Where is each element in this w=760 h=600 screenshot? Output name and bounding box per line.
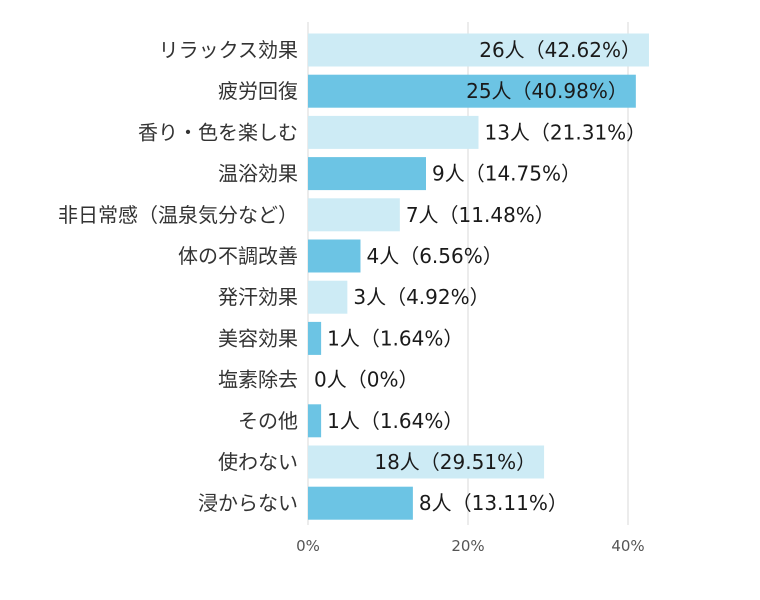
bar bbox=[308, 445, 545, 479]
category-label: 非日常感（温泉気分など） bbox=[58, 203, 298, 227]
category-label: 体の不調改善 bbox=[178, 244, 298, 268]
category-label: 発汗効果 bbox=[218, 285, 298, 309]
value-label: 18人（29.51%） bbox=[374, 450, 536, 474]
value-label: 4人（6.56%） bbox=[366, 244, 502, 268]
category-label: リラックス効果 bbox=[159, 38, 298, 62]
value-label: 0人（0%） bbox=[314, 368, 418, 392]
bar bbox=[308, 115, 479, 149]
category-label: 疲労回復 bbox=[218, 79, 298, 103]
x-tick-label: 0% bbox=[296, 537, 320, 555]
x-tick-label: 20% bbox=[451, 537, 484, 555]
category-label: 香り・色を楽しむ bbox=[138, 120, 298, 144]
value-label: 13人（21.31%） bbox=[484, 120, 646, 144]
bar bbox=[308, 280, 348, 314]
bar bbox=[308, 404, 322, 438]
value-label: 26人（42.62%） bbox=[479, 38, 641, 62]
category-label: 浸からない bbox=[198, 491, 298, 515]
value-label: 25人（40.98%） bbox=[466, 79, 628, 103]
value-label: 3人（4.92%） bbox=[353, 285, 489, 309]
value-label: 9人（14.75%） bbox=[432, 162, 581, 186]
category-label: その他 bbox=[238, 409, 298, 433]
bar bbox=[308, 198, 400, 232]
bar bbox=[308, 239, 361, 273]
category-label: 使わない bbox=[218, 450, 298, 474]
category-label: 塩素除去 bbox=[218, 368, 298, 392]
bar bbox=[308, 74, 636, 108]
value-label: 7人（11.48%） bbox=[406, 203, 555, 227]
value-label: 1人（1.64%） bbox=[327, 409, 463, 433]
x-axis-tick-labels: 0% 20% 40% bbox=[296, 537, 645, 555]
bar bbox=[308, 33, 649, 67]
value-labels: 26人（42.62%） 25人（40.98%） 13人（21.31%） 9人（14.7… bbox=[314, 38, 646, 515]
value-label: 8人（13.11%） bbox=[419, 491, 568, 515]
bar bbox=[308, 321, 322, 355]
bar bbox=[308, 486, 413, 520]
bars bbox=[308, 33, 649, 520]
bar bbox=[308, 157, 426, 191]
x-tick-label: 40% bbox=[611, 537, 644, 555]
value-label: 1人（1.64%） bbox=[327, 326, 463, 350]
category-label: 温浴効果 bbox=[218, 162, 298, 186]
category-label: 美容効果 bbox=[218, 326, 298, 350]
